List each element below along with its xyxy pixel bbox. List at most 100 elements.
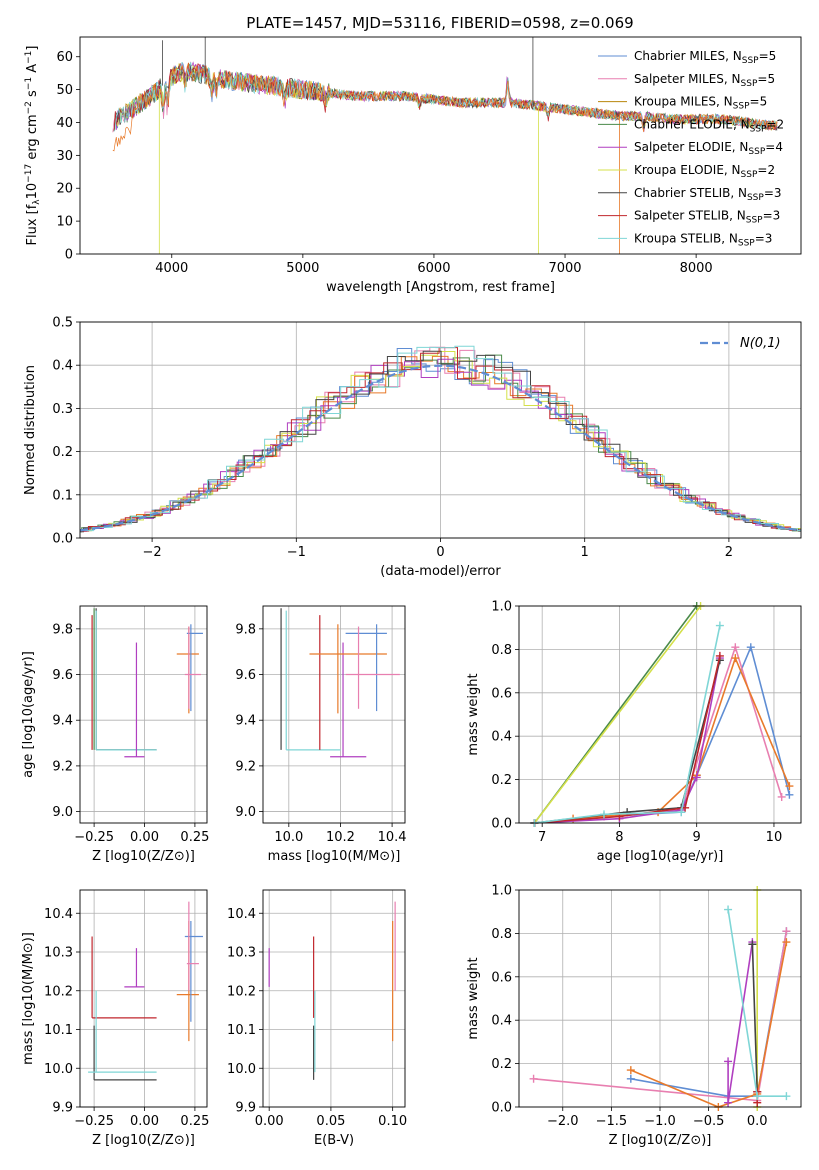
x-tick-label: −1.5: [596, 1114, 628, 1129]
legend-entry: Salpeter STELIB, NSSP=3: [634, 209, 780, 226]
y-tick-label: 0.4: [491, 1014, 512, 1029]
x-axis-label: wavelength [Angstrom, rest frame]: [326, 280, 555, 295]
mass-weight-marker: [777, 792, 786, 801]
legend-entry: Chabrier ELODIE, NSSP=2: [634, 117, 784, 134]
y-tick-label: 20: [56, 182, 73, 197]
x-tick-label: −0.25: [74, 830, 114, 845]
x-tick-label: 9: [693, 830, 701, 845]
mass-weight-series-line: [534, 644, 783, 823]
mass-weight-marker: [724, 1057, 733, 1066]
mass-weight-marker: [724, 1098, 733, 1107]
y-tick-label: 1.0: [491, 600, 512, 615]
axes-frame: [518, 605, 802, 824]
x-tick-label: 0.00: [255, 1114, 284, 1129]
x-tick-label: 6000: [417, 261, 450, 276]
y-tick-label: 9.8: [52, 622, 73, 637]
x-tick-label: 2: [725, 545, 733, 560]
spectrum-series-line: [113, 62, 778, 132]
y-tick-label: 9.9: [52, 1101, 73, 1116]
y-axis-label: mass weight: [466, 673, 481, 755]
y-tick-label: 0.3: [52, 402, 73, 417]
mass-weight-series-line: [534, 625, 721, 823]
mass-weight-marker: [529, 1074, 538, 1083]
y-axis-label: Normed distribution: [23, 365, 38, 495]
x-tick-label: 0.25: [180, 830, 209, 845]
y-tick-label: 10.1: [227, 1023, 256, 1038]
mass-weight-marker: [715, 651, 724, 660]
legend-entry: Salpeter ELODIE, NSSP=4: [634, 140, 783, 157]
legend-entry: Chabrier MILES, NSSP=5: [634, 49, 776, 66]
x-tick-label: 7: [538, 830, 546, 845]
y-tick-label: 0.8: [491, 927, 512, 942]
histogram-series-step: [80, 347, 801, 532]
x-tick-label: 8: [615, 830, 623, 845]
mass-weight-marker: [724, 905, 733, 914]
y-tick-label: 10.0: [44, 1062, 73, 1077]
x-tick-label: 0.10: [378, 1114, 407, 1129]
y-tick-label: 9.6: [52, 668, 73, 683]
x-tick-label: 10.2: [326, 830, 355, 845]
y-tick-label: 0.5: [52, 316, 73, 331]
histogram-series-step: [80, 350, 801, 533]
y-tick-label: 0.4: [491, 730, 512, 745]
y-axis-label: mass [log10(M/M⊙)]: [21, 932, 36, 1065]
x-tick-label: 7000: [548, 261, 581, 276]
mass-weight-marker: [746, 643, 755, 652]
mass-weight-marker: [715, 621, 724, 630]
y-tick-label: 0.0: [52, 532, 73, 547]
x-tick-label: 10: [766, 830, 783, 845]
y-tick-label: 30: [56, 149, 73, 164]
y-tick-label: 10.4: [227, 907, 256, 922]
x-axis-label: E(B-V): [314, 1133, 354, 1148]
y-tick-label: 40: [56, 116, 73, 131]
axes-frame: [79, 889, 208, 1108]
legend-entry: Chabrier STELIB, NSSP=3: [634, 186, 782, 203]
y-tick-label: 10.0: [227, 1062, 256, 1077]
mass-weight-marker: [782, 927, 791, 936]
mass-weight-marker: [626, 1074, 635, 1083]
legend-entry: Kroupa STELIB, NSSP=3: [634, 231, 772, 248]
x-tick-label: −2: [143, 545, 162, 560]
y-tick-label: 9.2: [52, 759, 73, 774]
mass-weight-marker: [677, 808, 686, 817]
legend-entry: N(0,1): [740, 336, 781, 351]
mass-weight-marker: [626, 1066, 635, 1075]
y-tick-label: 10.2: [44, 984, 73, 999]
x-tick-label: 0: [436, 545, 444, 560]
y-tick-label: 9.2: [235, 759, 256, 774]
mass-weight-marker: [785, 782, 794, 791]
x-tick-label: 0.00: [130, 830, 159, 845]
y-tick-label: 50: [56, 83, 73, 98]
y-axis-label: Flux [fλ10−17 erg cm−2 s−1 A−1]: [24, 46, 42, 246]
x-tick-label: 5000: [286, 261, 319, 276]
mass-weight-series-line: [630, 941, 788, 1107]
mass-weight-series-line: [534, 655, 721, 823]
x-tick-label: 4000: [155, 261, 188, 276]
residuals-panel: −2 −1 0 1 2 0.0 0.1 0.2 0.3 0.4 0.5 (data-model)/er…: [23, 316, 802, 579]
x-axis-label: age [log10(age/yr)]: [597, 849, 724, 864]
legend-entry: Kroupa ELODIE, NSSP=2: [634, 163, 775, 180]
mass-weight-series-line: [534, 644, 791, 823]
histogram-series-step: [80, 345, 801, 532]
figure-title: PLATE=1457, MJD=53116, FIBERID=0598, z=0…: [246, 14, 633, 32]
y-tick-label: 9.4: [235, 714, 256, 729]
legend-entry: Kroupa MILES, NSSP=5: [634, 95, 767, 112]
x-axis-label: (data-model)/error: [380, 564, 501, 579]
histogram-series-step: [80, 358, 801, 532]
y-tick-label: 0.6: [491, 686, 512, 701]
spectrum-series-line: [112, 62, 778, 152]
x-tick-label: −0.5: [693, 1114, 725, 1129]
axes-frame: [79, 321, 802, 539]
y-tick-label: 10.4: [44, 907, 73, 922]
mass_vs_ebv-panel: 0.00 0.05 0.10 9.9 10.0 10.1 10.2 10.3 10.4 E(B-V…: [227, 889, 407, 1148]
y-tick-label: 0.2: [52, 445, 73, 460]
mass-weight-series-line: [534, 655, 791, 823]
mass-weight-series-line: [727, 941, 754, 1103]
y-tick-label: 10.1: [44, 1023, 73, 1038]
mass-weight-marker: [782, 938, 791, 947]
y-tick-label: 60: [56, 50, 73, 65]
axes-frame: [79, 36, 802, 255]
mass-weight-series-line: [534, 657, 721, 823]
x-tick-label: −0.25: [74, 1114, 114, 1129]
